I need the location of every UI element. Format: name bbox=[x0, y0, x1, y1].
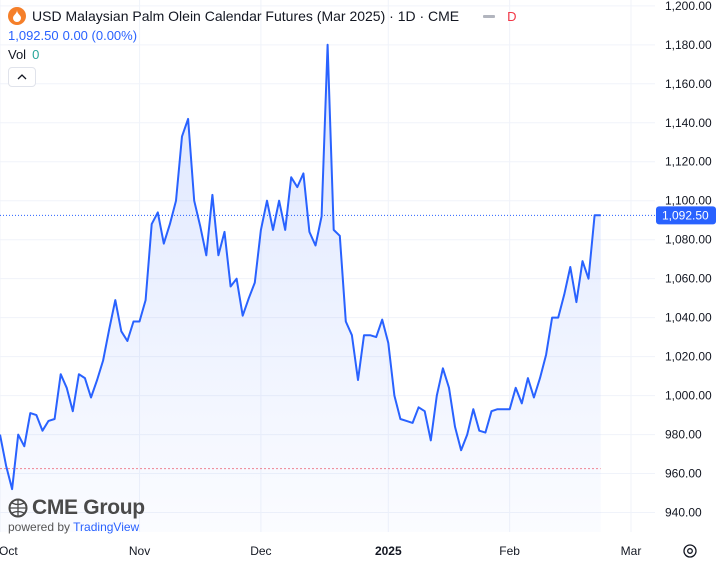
x-tick-label: Feb bbox=[499, 544, 520, 558]
symbol-title[interactable]: USD Malaysian Palm Olein Calendar Future… bbox=[32, 8, 460, 24]
chart-legend: USD Malaysian Palm Olein Calendar Future… bbox=[8, 6, 517, 87]
x-tick-label: Oct bbox=[0, 544, 18, 558]
price-area-fill bbox=[0, 44, 601, 533]
volume-label: Vol bbox=[8, 47, 27, 62]
chevron-up-icon bbox=[17, 74, 27, 80]
x-axis: Oct Nov Dec 2025 Feb Mar bbox=[0, 544, 641, 558]
price-change: 0.00 (0.00%) bbox=[62, 28, 138, 43]
y-tick-label: 1,200.00 bbox=[665, 0, 712, 13]
y-tick-label: 980.00 bbox=[665, 428, 702, 442]
palm-oil-symbol-icon[interactable] bbox=[8, 7, 26, 25]
volume-value: 0 bbox=[32, 47, 40, 62]
y-tick-label: 1,160.00 bbox=[665, 77, 712, 91]
y-tick-label: 1,040.00 bbox=[665, 311, 712, 325]
delayed-badge[interactable]: D bbox=[507, 8, 517, 24]
x-tick-label: Mar bbox=[621, 544, 642, 558]
x-tick-label: 2025 bbox=[375, 544, 402, 558]
globe-icon bbox=[8, 498, 28, 518]
cme-logo[interactable]: CME Group powered by TradingView bbox=[8, 496, 145, 534]
settings-button[interactable] bbox=[682, 543, 698, 559]
x-tick-label: Dec bbox=[250, 544, 271, 558]
y-tick-label: 1,140.00 bbox=[665, 116, 712, 130]
powered-by-text: powered by bbox=[8, 520, 71, 534]
x-tick-label: Nov bbox=[129, 544, 150, 558]
last-price-tag: 1,092.50 bbox=[656, 206, 716, 225]
y-tick-label: 1,060.00 bbox=[665, 272, 712, 286]
y-tick-label: 1,100.00 bbox=[665, 194, 712, 208]
gear-icon bbox=[683, 544, 697, 558]
collapse-legend-button[interactable] bbox=[8, 67, 36, 87]
y-tick-label: 940.00 bbox=[665, 506, 702, 520]
price-line[interactable] bbox=[0, 43, 601, 491]
tradingview-link[interactable]: TradingView bbox=[73, 520, 140, 534]
brand-name: CME Group bbox=[32, 496, 145, 519]
y-axis: 940.00 960.00 980.00 1,000.00 1,020.00 1,040.… bbox=[665, 0, 712, 520]
y-tick-label: 960.00 bbox=[665, 467, 702, 481]
y-tick-label: 1,180.00 bbox=[665, 38, 712, 52]
y-tick-label: 1,020.00 bbox=[665, 350, 712, 364]
y-tick-label: 1,000.00 bbox=[665, 389, 712, 403]
last-price-label: 1,092.50 bbox=[662, 208, 709, 222]
y-tick-label: 1,080.00 bbox=[665, 233, 712, 247]
y-tick-label: 1,120.00 bbox=[665, 155, 712, 169]
minus-icon bbox=[483, 14, 496, 18]
last-price: 1,092.50 bbox=[8, 28, 59, 43]
